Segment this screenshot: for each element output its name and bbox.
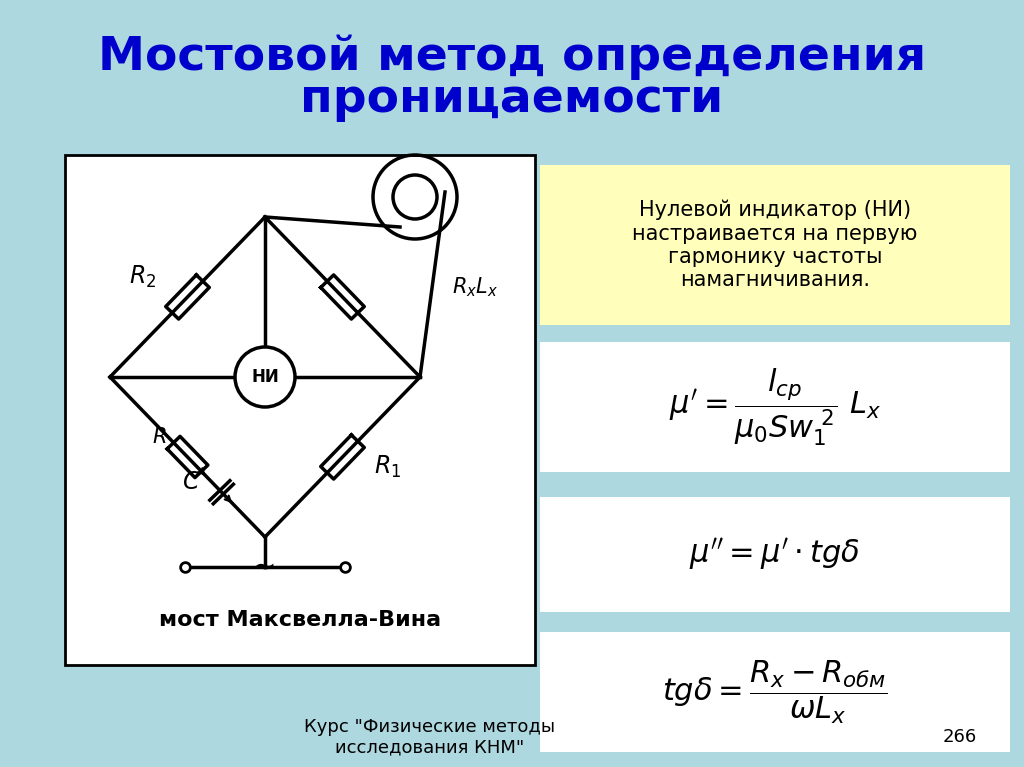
FancyBboxPatch shape [540, 165, 1010, 325]
Text: Нулевой индикатор (НИ)
настраивается на первую
гармонику частоты
намагничивания.: Нулевой индикатор (НИ) настраивается на … [632, 200, 918, 290]
Text: Курс "Физические методы
исследования КНМ": Курс "Физические методы исследования КНМ… [304, 718, 556, 756]
Text: $\mu' = \dfrac{l_{cp}}{\mu_0 S w_1^{\ 2}}\ L_x$: $\mu' = \dfrac{l_{cp}}{\mu_0 S w_1^{\ 2}… [669, 366, 881, 448]
Text: $\mu'' = \mu' \cdot tg\delta$: $\mu'' = \mu' \cdot tg\delta$ [689, 536, 860, 572]
Text: $R$: $R$ [153, 427, 167, 447]
Text: $R_x L_x$: $R_x L_x$ [452, 275, 498, 299]
Text: проницаемости: проницаемости [300, 77, 724, 121]
Text: $R_1$: $R_1$ [374, 454, 401, 480]
FancyBboxPatch shape [540, 342, 1010, 472]
FancyBboxPatch shape [540, 497, 1010, 612]
Text: $C$: $C$ [182, 470, 201, 494]
Text: $tg\delta = \dfrac{R_x - R_{обм}}{\omega L_x}$: $tg\delta = \dfrac{R_x - R_{обм}}{\omega… [663, 658, 888, 726]
FancyBboxPatch shape [65, 155, 535, 665]
Text: $R_2$: $R_2$ [129, 264, 156, 290]
Text: 266: 266 [943, 728, 977, 746]
Text: Мостовой метод определения: Мостовой метод определения [98, 35, 926, 80]
FancyBboxPatch shape [540, 632, 1010, 752]
Text: ~: ~ [253, 553, 276, 581]
Circle shape [234, 347, 295, 407]
Text: НИ: НИ [251, 368, 279, 386]
Text: мост Максвелла-Вина: мост Максвелла-Вина [159, 610, 441, 630]
